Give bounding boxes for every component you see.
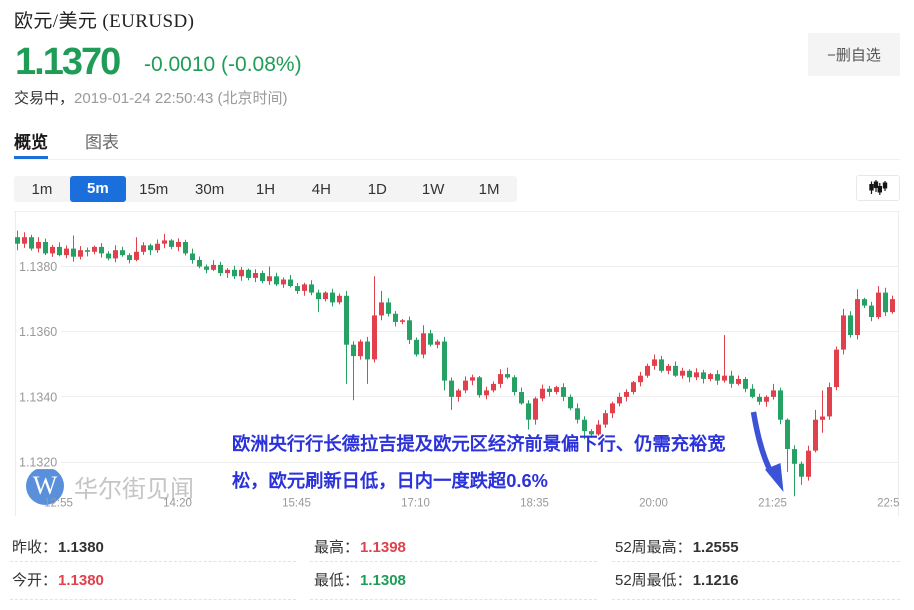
- svg-text:15:45: 15:45: [282, 498, 311, 510]
- svg-text:1.1320: 1.1320: [19, 456, 57, 470]
- svg-text:1.1360: 1.1360: [19, 325, 57, 339]
- svg-text:21:25: 21:25: [758, 498, 787, 510]
- svg-text:1.1380: 1.1380: [19, 260, 57, 274]
- svg-text:17:10: 17:10: [401, 498, 430, 510]
- svg-text:18:35: 18:35: [520, 498, 549, 510]
- svg-text:1.1340: 1.1340: [19, 390, 57, 404]
- svg-text:22:50: 22:50: [877, 498, 906, 510]
- svg-text:12:55: 12:55: [44, 498, 73, 510]
- svg-text:20:00: 20:00: [639, 498, 668, 510]
- svg-text:14:20: 14:20: [163, 498, 192, 510]
